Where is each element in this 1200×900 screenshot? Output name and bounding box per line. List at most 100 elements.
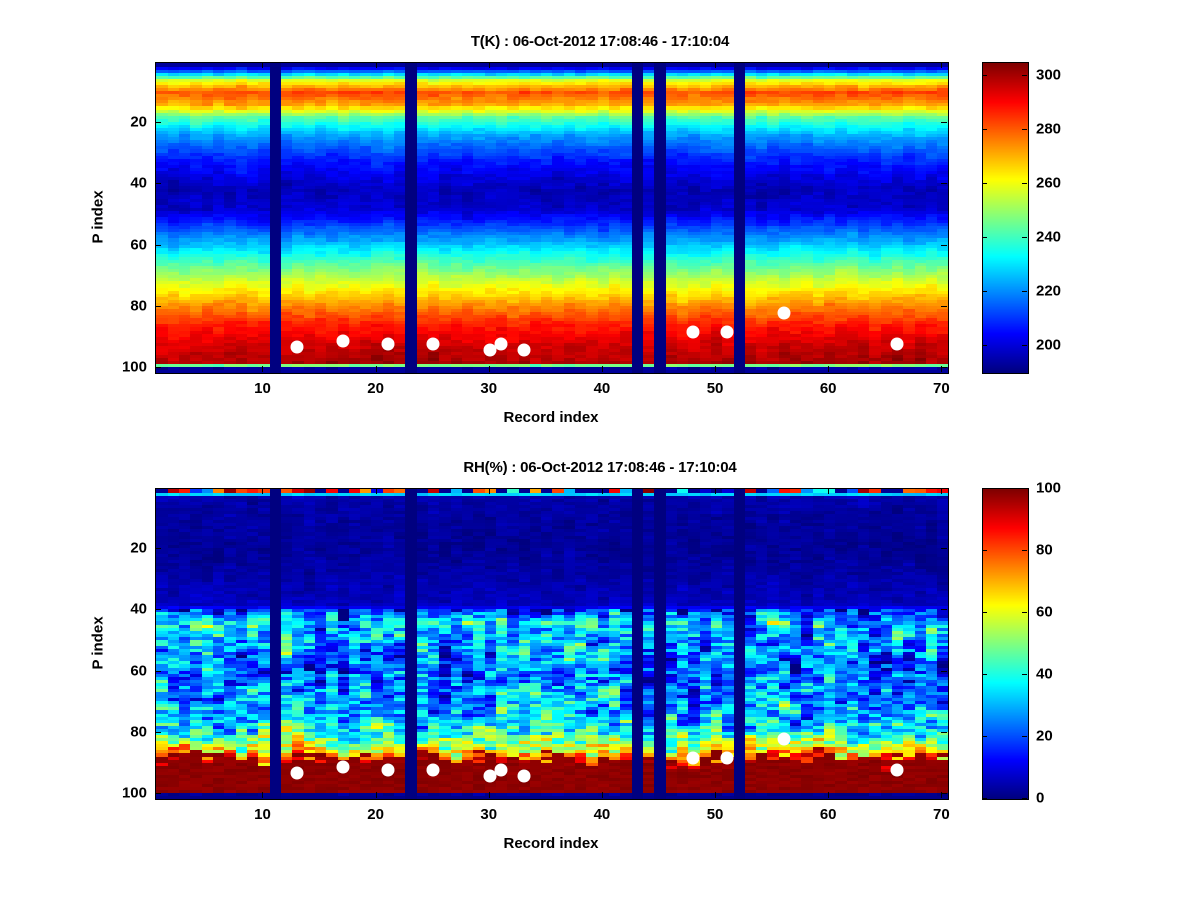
colorbar-tick-label: 220 xyxy=(1036,282,1062,300)
humidity-y-axis-label: P index xyxy=(89,616,107,670)
y-axis-tick-label: 100 xyxy=(121,358,147,376)
x-axis-tick-mark xyxy=(488,62,490,68)
x-axis-tick-mark xyxy=(262,792,264,798)
colorbar-tick-mark xyxy=(982,291,987,293)
x-axis-tick-mark xyxy=(488,366,490,372)
humidity-panel-title: RH(%) : 06-Oct-2012 17:08:46 - 17:10:04 xyxy=(463,459,737,476)
colorbar-tick-mark xyxy=(1022,129,1027,131)
y-axis-tick-mark xyxy=(941,367,947,369)
x-axis-tick-mark xyxy=(715,488,717,494)
temperature-heatmap-axes[interactable] xyxy=(155,62,949,374)
x-axis-tick-mark xyxy=(375,792,377,798)
colorbar-tick-label: 40 xyxy=(1036,665,1053,683)
y-axis-tick-mark xyxy=(941,306,947,307)
x-axis-tick-label: 50 xyxy=(706,806,724,823)
y-axis-tick-label: 80 xyxy=(130,297,147,315)
x-axis-tick-mark xyxy=(715,62,717,68)
x-axis-tick-label: 20 xyxy=(367,380,384,397)
y-axis-tick-label: 60 xyxy=(130,236,147,254)
x-axis-tick-mark xyxy=(828,488,830,494)
colorbar-tick-mark xyxy=(1022,291,1027,293)
colorbar-tick-label: 0 xyxy=(1036,789,1045,807)
x-axis-tick-mark xyxy=(601,792,603,798)
temperature-panel: T(K) : 06-Oct-2012 17:08:46 - 17:10:04 1… xyxy=(0,0,1200,440)
colorbar-tick-mark xyxy=(982,345,987,347)
x-axis-tick-mark xyxy=(488,792,490,798)
humidity-colorbar[interactable] xyxy=(982,488,1029,800)
y-axis-tick-mark xyxy=(155,547,161,549)
x-axis-tick-mark xyxy=(715,792,717,798)
colorbar-tick-mark xyxy=(982,488,987,489)
y-axis-tick-label: 20 xyxy=(130,113,147,131)
colorbar-tick-mark xyxy=(1022,674,1027,675)
y-axis-tick-mark xyxy=(155,367,161,369)
y-axis-tick-label: 40 xyxy=(130,174,147,192)
y-axis-tick-mark xyxy=(155,121,161,123)
x-axis-tick-label: 70 xyxy=(932,806,950,823)
temperature-x-axis-label: Record index xyxy=(503,409,599,426)
colorbar-tick-mark xyxy=(982,75,987,77)
x-axis-tick-label: 30 xyxy=(480,806,498,823)
temperature-y-axis-label: P index xyxy=(89,190,107,244)
colorbar-tick-mark xyxy=(982,129,987,131)
temperature-colorbar[interactable] xyxy=(982,62,1029,374)
x-axis-tick-label: 60 xyxy=(819,380,837,397)
y-axis-tick-mark xyxy=(941,670,947,672)
y-axis-tick-label: 80 xyxy=(130,723,147,741)
humidity-heatmap-axes[interactable] xyxy=(155,488,949,800)
colorbar-tick-mark xyxy=(982,183,987,185)
y-axis-tick-mark xyxy=(155,244,161,246)
x-axis-tick-label: 10 xyxy=(254,380,271,397)
colorbar-tick-label: 200 xyxy=(1036,336,1062,354)
y-axis-tick-mark xyxy=(941,732,947,733)
y-axis-tick-mark xyxy=(941,609,947,611)
y-axis-tick-mark xyxy=(155,183,161,185)
x-axis-tick-label: 40 xyxy=(593,806,611,823)
y-axis-tick-mark xyxy=(155,793,161,795)
y-axis-tick-mark xyxy=(155,670,161,672)
colorbar-tick-label: 300 xyxy=(1036,66,1062,84)
x-axis-tick-mark xyxy=(601,366,603,372)
x-axis-tick-mark xyxy=(828,62,830,68)
temperature-panel-title: T(K) : 06-Oct-2012 17:08:46 - 17:10:04 xyxy=(470,33,730,50)
x-axis-tick-mark xyxy=(715,366,717,372)
humidity-x-axis-label: Record index xyxy=(503,835,599,852)
humidity-panel: RH(%) : 06-Oct-2012 17:08:46 - 17:10:04 … xyxy=(0,440,1200,900)
x-axis-tick-mark xyxy=(828,792,830,798)
colorbar-tick-mark xyxy=(982,550,987,551)
x-axis-tick-mark xyxy=(941,62,943,68)
x-axis-tick-label: 30 xyxy=(480,380,498,397)
colorbar-tick-mark xyxy=(982,798,987,799)
x-axis-tick-mark xyxy=(488,488,490,494)
x-axis-tick-mark xyxy=(262,366,264,372)
colorbar-tick-label: 240 xyxy=(1036,228,1062,246)
y-axis-tick-mark xyxy=(941,547,947,549)
y-axis-tick-mark xyxy=(941,121,947,123)
x-axis-tick-mark xyxy=(828,366,830,372)
colorbar-tick-mark xyxy=(1022,237,1027,239)
x-axis-tick-mark xyxy=(941,366,943,372)
colorbar-tick-mark xyxy=(982,612,987,613)
x-axis-tick-mark xyxy=(601,488,603,494)
y-axis-tick-mark xyxy=(155,306,161,307)
x-axis-tick-mark xyxy=(941,488,943,494)
colorbar-tick-label: 280 xyxy=(1036,120,1062,138)
x-axis-tick-mark xyxy=(375,62,377,68)
y-axis-tick-mark xyxy=(155,732,161,733)
colorbar-tick-mark xyxy=(1022,736,1027,737)
colorbar-tick-label: 60 xyxy=(1036,603,1053,621)
y-axis-tick-mark xyxy=(941,244,947,246)
colorbar-tick-label: 100 xyxy=(1036,479,1062,497)
y-axis-tick-mark xyxy=(941,183,947,185)
x-axis-tick-mark xyxy=(262,488,264,494)
y-axis-tick-label: 100 xyxy=(121,784,147,802)
x-axis-tick-label: 20 xyxy=(367,806,384,823)
y-axis-tick-mark xyxy=(941,793,947,795)
colorbar-tick-mark xyxy=(982,736,987,737)
x-axis-tick-mark xyxy=(375,488,377,494)
x-axis-tick-mark xyxy=(601,62,603,68)
x-axis-tick-label: 70 xyxy=(932,380,950,397)
x-axis-tick-label: 40 xyxy=(593,380,611,397)
colorbar-tick-mark xyxy=(1022,345,1027,347)
